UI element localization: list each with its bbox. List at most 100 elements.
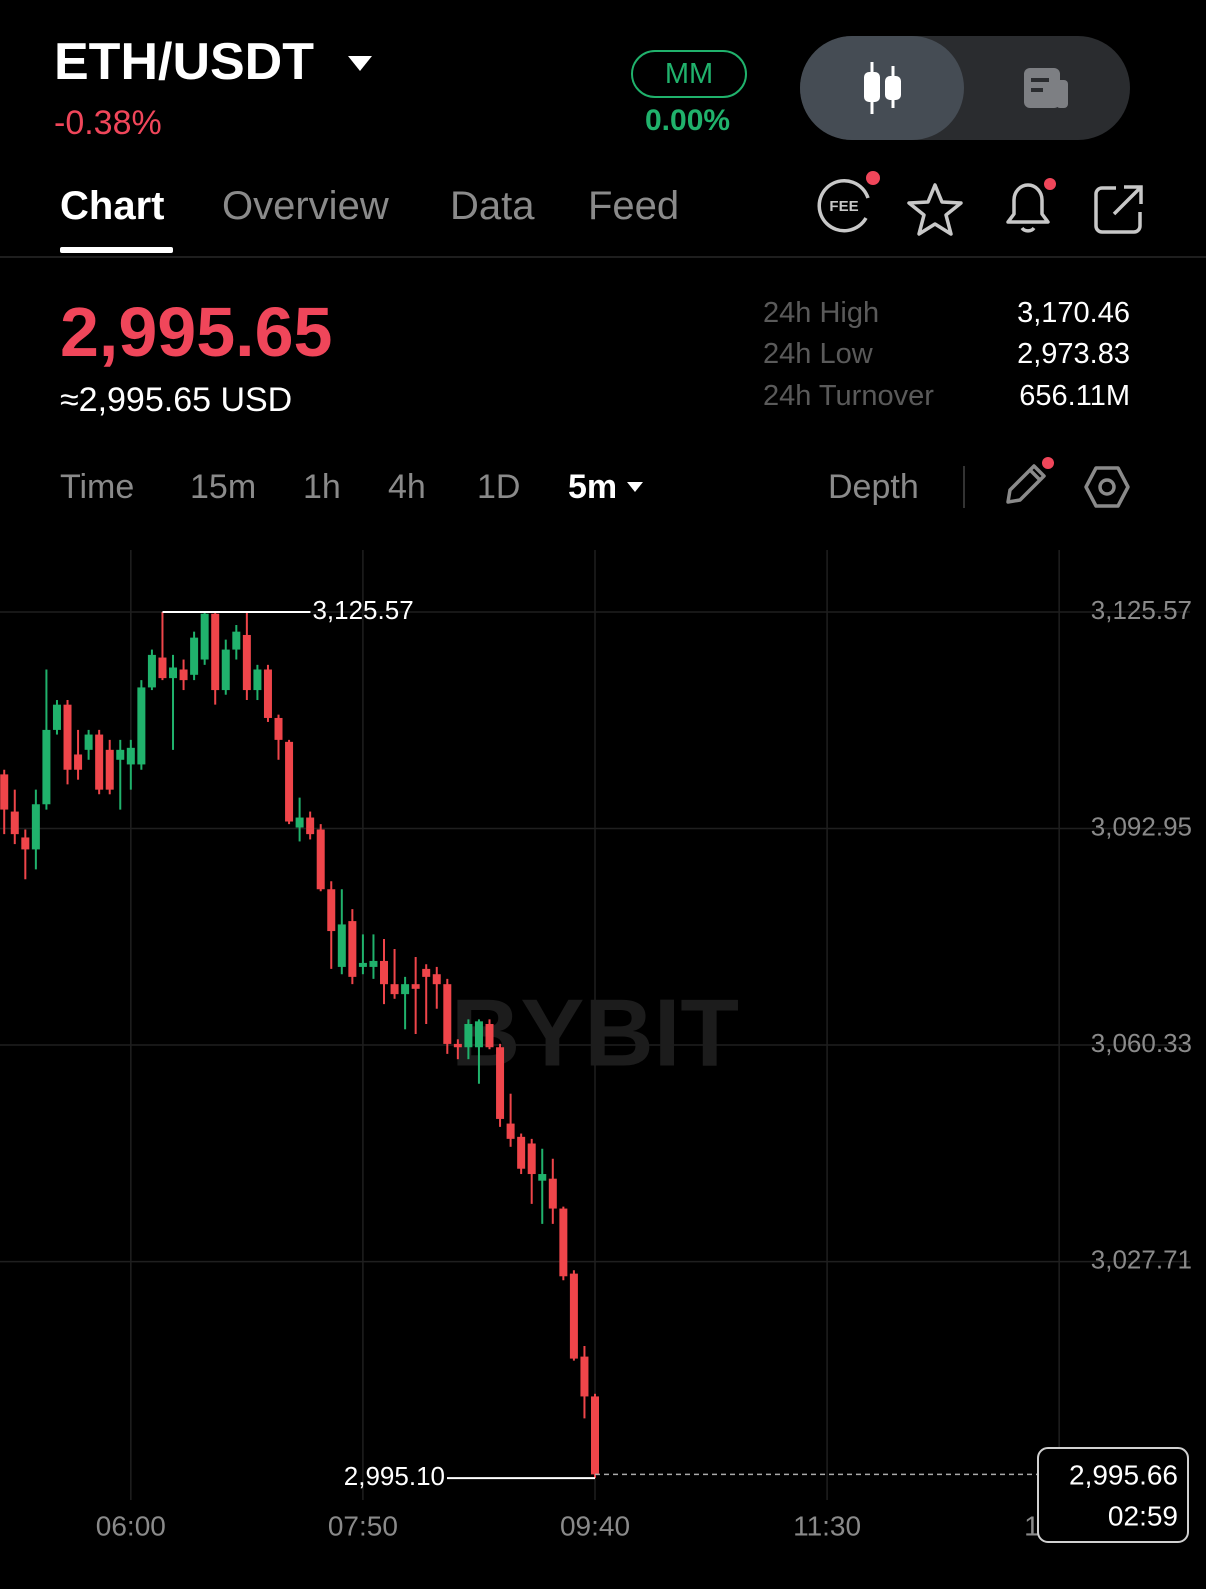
candle-body (242, 634, 251, 691)
tab-underline (60, 247, 173, 253)
x-tick-label: 09:40 (560, 1510, 630, 1541)
mm-badge[interactable]: MM (631, 50, 747, 98)
candle-body (390, 984, 399, 995)
candle-body (200, 613, 209, 660)
candle-body (432, 974, 441, 985)
separator (963, 466, 965, 508)
divider (0, 256, 1206, 258)
tab-active[interactable]: Chart (60, 184, 165, 228)
candle-body (327, 889, 336, 932)
candle-body (232, 631, 241, 650)
candle-body (506, 1123, 515, 1139)
candle-body (443, 984, 452, 1044)
candle-body (337, 924, 346, 967)
fee-icon[interactable]: FEE (816, 168, 886, 240)
candle-body (369, 960, 378, 967)
view-candles[interactable] (800, 36, 964, 140)
candle-body (401, 984, 410, 995)
candle-body (591, 1396, 599, 1475)
candle-body (31, 804, 40, 850)
candles-icon (864, 62, 901, 114)
share-icon[interactable] (1092, 182, 1146, 236)
interval[interactable]: Time (60, 468, 135, 506)
candle-body (464, 1024, 473, 1048)
interval[interactable]: 4h (388, 468, 426, 506)
candle-body (179, 669, 188, 681)
candle-body (158, 657, 167, 679)
candle-body (306, 817, 315, 835)
last-price: 2,995.65 (60, 293, 333, 371)
candle-body (10, 811, 19, 835)
tab[interactable]: Data (450, 184, 535, 228)
stat-value: 3,170.46 (1017, 297, 1130, 329)
candle-body (211, 613, 220, 691)
candle-body (169, 667, 178, 679)
candle-body (74, 754, 83, 770)
watermark: BYBIT (451, 979, 739, 1086)
candle-body (137, 687, 146, 765)
candle-body (496, 1047, 505, 1119)
candle-body (358, 962, 367, 967)
interval[interactable]: 15m (190, 468, 257, 506)
candle-body (411, 984, 420, 989)
depth-button[interactable]: Depth (828, 468, 919, 506)
candle-body (422, 968, 431, 977)
candle-body (84, 734, 93, 750)
max-marker-label: 3,125.57 (312, 595, 413, 625)
tab[interactable]: Feed (588, 184, 680, 228)
settings-icon[interactable] (1084, 464, 1130, 510)
candle-body (253, 669, 262, 691)
x-tick-label: 06:00 (96, 1510, 166, 1541)
favorite-icon[interactable] (906, 182, 964, 238)
draw-icon[interactable] (1000, 456, 1060, 508)
stat-label: 24h High (763, 297, 880, 329)
y-tick-label: 3,125.57 (1091, 595, 1192, 625)
interval[interactable]: 1D (477, 468, 521, 506)
interval[interactable]: 1h (303, 468, 341, 506)
candle-body (221, 649, 230, 691)
candle-body (147, 654, 156, 688)
min-marker-label: 2,995.10 (344, 1461, 445, 1491)
stat-label: 24h Low (763, 338, 873, 370)
candle-body (63, 704, 72, 770)
usd-price: ≈2,995.65 USD (60, 381, 293, 419)
mm-value: 0.00% (645, 104, 731, 137)
symbol-dropdown[interactable] (346, 54, 374, 74)
x-tick-label: 07:50 (328, 1510, 398, 1541)
candle-body (559, 1208, 568, 1277)
interval-dropdown[interactable] (626, 481, 644, 493)
interval-active[interactable]: 5m (568, 468, 618, 506)
stat-value: 656.11M (1019, 380, 1130, 412)
symbol[interactable]: ETH/USDT (54, 33, 314, 91)
candle-body (95, 734, 104, 790)
candle-body (285, 741, 294, 822)
candle-body (348, 921, 357, 977)
candle-body (116, 749, 125, 760)
candle-body (316, 829, 325, 890)
alert-icon[interactable] (1000, 174, 1062, 238)
candle-body (548, 1178, 557, 1209)
stat-label: 24h Turnover (763, 380, 934, 412)
candlestick-chart: 3,125.57 3,092.95 3,060.33 3,027.71 BYBIT 3,1… (0, 550, 1192, 1543)
candle-body (126, 747, 135, 765)
x-tick-label: 11:30 (793, 1510, 861, 1541)
candle-body (527, 1143, 536, 1175)
candle-body (52, 704, 61, 730)
candle-body (380, 960, 389, 985)
fee-text: FEE (829, 198, 858, 215)
candle-body (190, 637, 199, 675)
candle-body (295, 817, 304, 828)
tab[interactable]: Overview (222, 184, 389, 228)
stat-value: 2,973.83 (1017, 338, 1130, 370)
last-price-box (1037, 1447, 1189, 1543)
candle-body (569, 1273, 578, 1359)
candle-body (263, 669, 272, 718)
candle-body (42, 729, 51, 805)
candle-body (0, 774, 9, 810)
info-icon[interactable] (1022, 64, 1072, 112)
countdown: 02:59 (1108, 1500, 1178, 1531)
price-change: -0.38% (54, 104, 162, 142)
candle-body (538, 1174, 547, 1181)
candle-body (580, 1356, 589, 1397)
